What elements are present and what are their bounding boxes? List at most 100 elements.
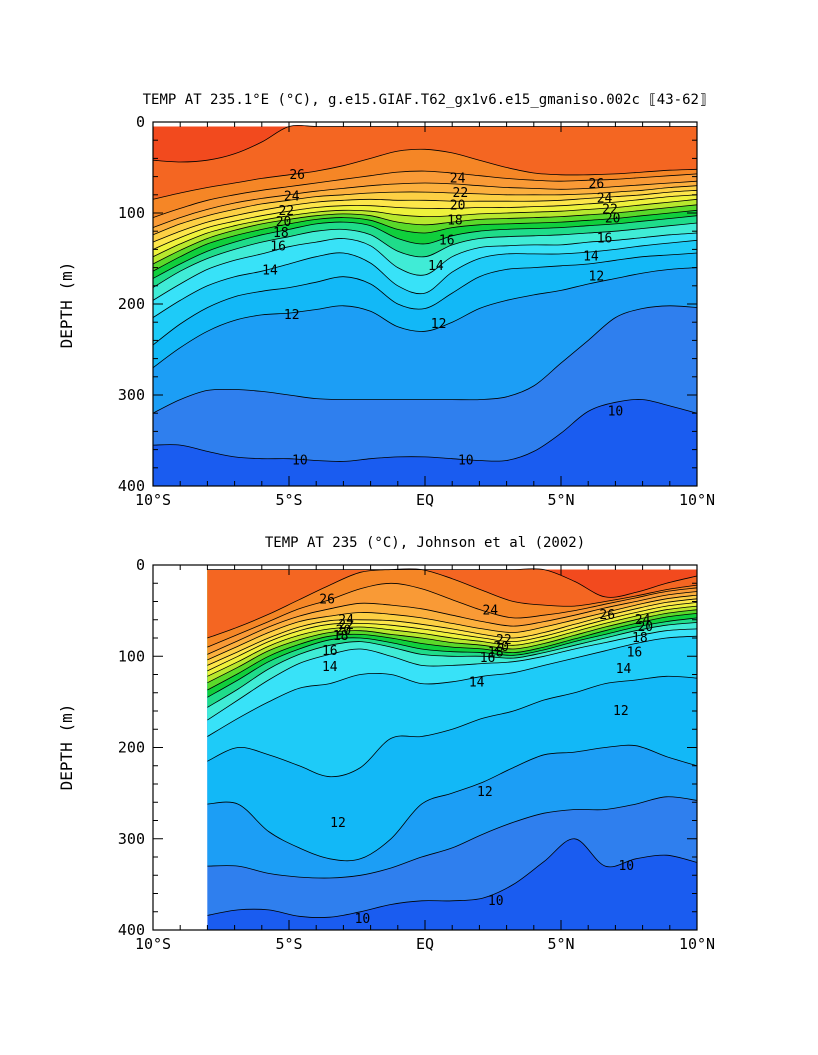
contour-label-20: 20 — [336, 624, 352, 639]
x-tick-label: EQ — [416, 491, 434, 509]
isotherm-26 — [207, 568, 698, 639]
contour-label-10: 10 — [292, 454, 308, 469]
contour-label-16: 16 — [597, 231, 613, 246]
x-tick-label: 10°N — [679, 935, 715, 953]
contour-label-18: 18 — [273, 226, 289, 241]
isotherm-17 — [152, 215, 698, 279]
isotherm-20 — [152, 198, 698, 258]
contour-label-12: 12 — [589, 270, 605, 285]
isotherm-17 — [207, 617, 698, 698]
isotherm-25 — [207, 582, 698, 648]
contour-label-22: 22 — [338, 618, 354, 633]
contour-label-22: 22 — [496, 633, 512, 648]
y-tick-label: 0 — [136, 556, 145, 574]
y-tick-label: 400 — [118, 921, 145, 939]
temperature-band-above-27 — [153, 125, 697, 162]
contour-label-16: 16 — [480, 651, 496, 666]
contour-label-14: 14 — [469, 676, 485, 691]
contour-label-16: 16 — [270, 240, 286, 255]
observed-panel-title: TEMP AT 235 (°C), Johnson et al (2002) — [265, 535, 585, 551]
y-tick-label: 0 — [136, 113, 145, 131]
contour-label-22: 22 — [278, 204, 294, 219]
isotherm-13 — [152, 252, 698, 346]
contour-label-18: 18 — [447, 213, 463, 228]
contour-label-26: 26 — [599, 608, 615, 623]
isotherm-25 — [152, 170, 698, 218]
contour-label-24: 24 — [597, 191, 613, 206]
contour-label-24: 24 — [284, 190, 300, 205]
contour-label-10: 10 — [458, 454, 474, 469]
model-temperature-panel: TEMP AT 235.1°E (°C), g.e15.GIAF.T62_gx1… — [57, 92, 715, 509]
isotherm-19 — [152, 204, 698, 265]
contour-label-26: 26 — [589, 177, 605, 192]
contour-label-14: 14 — [616, 662, 632, 677]
isotherm-22 — [152, 189, 698, 243]
isotherm-21 — [152, 194, 698, 250]
contour-label-14: 14 — [262, 263, 278, 278]
observed-temperature-panel: TEMP AT 235 (°C), Johnson et al (2002) D… — [57, 535, 715, 953]
x-tick-label: 10°S — [135, 935, 171, 953]
isotherm-23 — [152, 185, 698, 236]
x-tick-label: 5°N — [547, 491, 574, 509]
contour-label-20: 20 — [450, 199, 466, 214]
y-tick-label: 100 — [118, 204, 145, 222]
contour-label-12: 12 — [431, 317, 447, 332]
contour-label-16: 16 — [322, 644, 338, 659]
model-panel-title: TEMP AT 235.1°E (°C), g.e15.GIAF.T62_gx1… — [143, 92, 708, 108]
y-tick-label: 300 — [118, 386, 145, 404]
contour-label-18: 18 — [632, 631, 648, 646]
isotherm-12 — [207, 744, 698, 862]
isotherm-11 — [207, 796, 698, 879]
isotherm-24 — [207, 591, 698, 655]
temperature-band-above-27 — [207, 568, 697, 598]
isotherm-14 — [207, 635, 698, 737]
y-tick-label: 300 — [118, 830, 145, 848]
isotherm-11 — [152, 305, 698, 414]
contour-label-10: 10 — [488, 894, 504, 909]
y-tick-label: 200 — [118, 295, 145, 313]
isotherm-24 — [152, 180, 698, 228]
isotherm-22 — [207, 598, 698, 666]
contour-label-14: 14 — [428, 259, 444, 274]
contour-label-22: 22 — [453, 186, 469, 201]
isotherm-26 — [152, 148, 698, 200]
temperature-band-above-26 — [207, 568, 697, 638]
contour-label-12: 12 — [284, 308, 300, 323]
observed-panel-y-axis-label: DEPTH (m) — [57, 704, 76, 791]
contour-label-24: 24 — [482, 604, 498, 619]
x-tick-label: 10°S — [135, 491, 171, 509]
contour-label-22: 22 — [602, 202, 618, 217]
contour-label-10: 10 — [608, 404, 624, 419]
x-tick-label: 5°S — [275, 491, 302, 509]
isotherm-15 — [152, 232, 698, 301]
isotherm-16 — [152, 222, 698, 288]
isotherm-15 — [207, 628, 698, 721]
x-tick-label: 5°N — [547, 935, 574, 953]
contour-label-26: 26 — [289, 168, 305, 183]
contour-label-26: 26 — [319, 593, 335, 608]
y-tick-label: 200 — [118, 739, 145, 757]
isotherm-19 — [207, 609, 698, 684]
y-tick-label: 400 — [118, 477, 145, 495]
contour-label-12: 12 — [477, 785, 493, 800]
isotherm-13 — [207, 675, 698, 778]
contour-label-24: 24 — [338, 613, 354, 628]
contour-label-16: 16 — [439, 233, 455, 248]
temperature-band-above-26 — [153, 126, 697, 200]
contour-label-20: 20 — [605, 211, 621, 226]
contour-label-14: 14 — [322, 660, 338, 675]
contour-label-10: 10 — [355, 912, 371, 927]
x-tick-label: 5°S — [275, 935, 302, 953]
contour-label-10: 10 — [618, 859, 634, 874]
isotherm-10 — [207, 838, 698, 918]
contour-label-24: 24 — [450, 171, 466, 186]
contour-label-20: 20 — [637, 620, 653, 635]
isotherm-18 — [207, 613, 698, 691]
contour-label-18: 18 — [333, 629, 349, 644]
isotherm-14 — [152, 239, 698, 318]
x-tick-label: 10°N — [679, 491, 715, 509]
isotherm-18 — [152, 209, 698, 272]
isotherm-12 — [152, 267, 698, 369]
x-tick-label: EQ — [416, 935, 434, 953]
